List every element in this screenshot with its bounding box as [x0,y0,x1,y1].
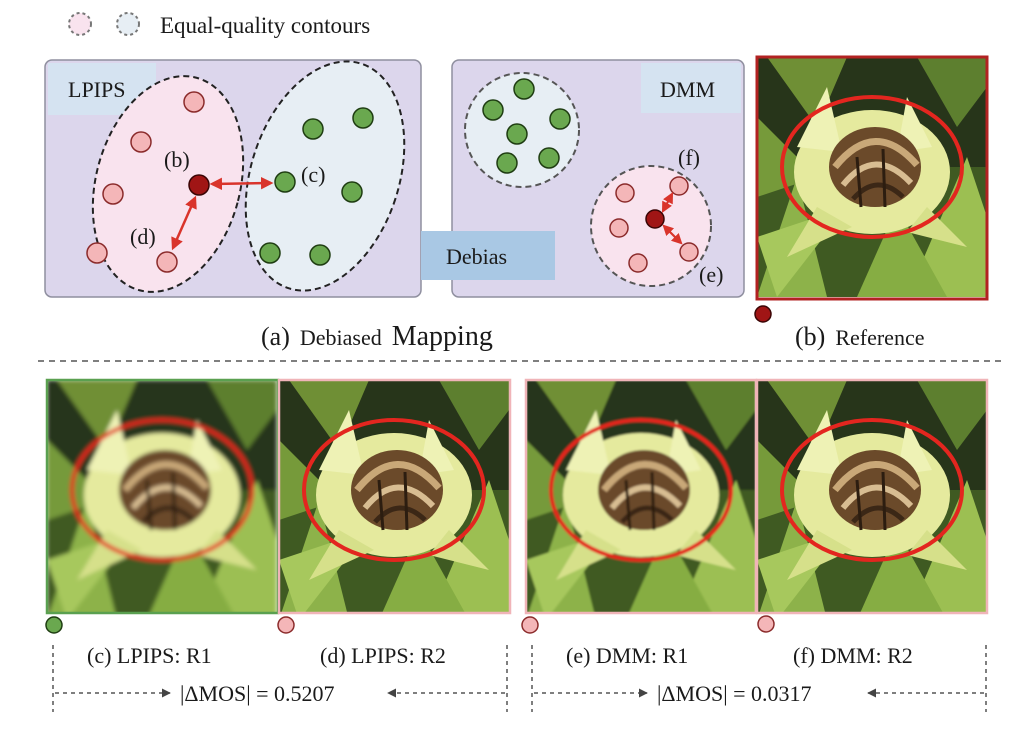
pink-marker-icon [277,616,295,634]
lpips-panel: LPIPS (b) (c) (d) [44,59,422,298]
pink-contour [91,75,245,293]
delta-mos-dmm: |ΔMOS| = 0.0317 [657,681,812,706]
label-c: (c) [301,162,325,187]
label-d: (d) [130,224,156,249]
thumb-dmm-r1 [521,378,758,634]
legend-label: Equal-quality contours [160,13,370,38]
green-marker-icon [45,616,63,634]
label-e: (e) [699,262,723,287]
arrow-ref-e [662,224,683,245]
pink-marker-icon [521,616,539,634]
delta-mos-lpips: |ΔMOS| = 0.5207 [180,681,335,706]
pink-marker-icon [757,615,775,633]
reference-image [754,55,989,323]
label-b: (b) [164,147,190,172]
green-samples [259,107,374,266]
thumb-dmm-r2 [755,378,989,633]
reference-marker-icon [754,305,772,323]
blue-contour-icon [116,12,140,36]
label-f: (f) [678,145,700,170]
dmm-pink-samples [609,176,699,273]
dmm-reference-dot [645,209,665,229]
thumb-lpips-r1 [45,378,280,634]
caption-b: (b) Reference [795,322,924,351]
lpips-tag: LPIPS [68,77,125,102]
arrow-b-d [171,195,197,251]
dmm-green-samples [482,78,571,174]
dmm-tag: DMM [660,77,715,102]
debias-label: Debias [446,244,507,269]
pink-samples [86,91,205,273]
caption-f: (f) DMM: R2 [793,643,913,668]
caption-d: (d) LPIPS: R2 [320,643,446,668]
caption-c: (c) LPIPS: R1 [87,643,212,668]
caption-a: (a) Debiased Mapping [261,321,493,352]
caption-e: (e) DMM: R1 [566,643,688,668]
delta-dmm-bracket [531,645,987,712]
pink-contour-icon [68,12,92,36]
debias-box: Debias [421,231,555,280]
arrow-ref-f [661,192,674,213]
thumb-lpips-r2 [277,378,512,634]
arrow-b-c [209,176,274,191]
delta-lpips-bracket [52,645,508,712]
reference-dot [188,174,210,196]
contour-legend: Equal-quality contours [68,12,370,38]
